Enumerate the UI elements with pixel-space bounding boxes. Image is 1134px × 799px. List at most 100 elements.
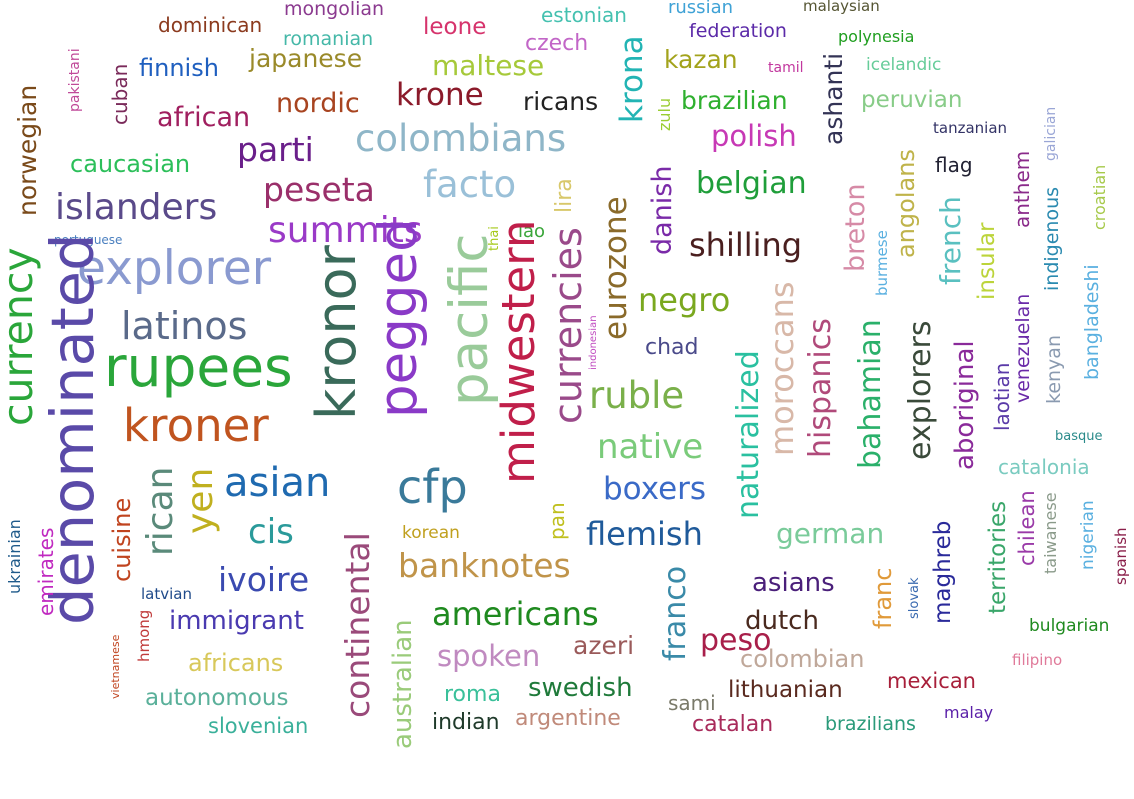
cloud-word: tanzanian [933, 119, 1008, 137]
cloud-word: aboriginal [950, 340, 980, 470]
cloud-word: latinos [121, 304, 248, 348]
cloud-word: venezuelan [1012, 293, 1034, 403]
cloud-word: nigerian [1078, 500, 1098, 570]
cloud-word: flag [935, 153, 973, 177]
cloud-word: czech [525, 31, 589, 56]
cloud-word: lira [552, 178, 577, 213]
cloud-word: yen [180, 467, 221, 534]
cloud-word: peseta [263, 170, 375, 209]
cloud-word: americans [432, 595, 599, 633]
cloud-word: pan [545, 502, 569, 540]
cloud-word: anthem [1010, 150, 1034, 228]
cloud-word: argentine [515, 706, 621, 731]
cloud-word: islanders [55, 187, 218, 228]
cloud-word: ruble [589, 374, 685, 417]
cloud-word: midwestern [492, 219, 545, 484]
cloud-word: colombians [355, 117, 567, 160]
cloud-word: roma [444, 682, 501, 707]
cloud-word: german [776, 517, 885, 550]
cloud-word: burmese [873, 230, 891, 296]
cloud-word: malay [944, 703, 994, 722]
cloud-word: african [157, 102, 251, 133]
cloud-word: slovenian [208, 714, 309, 738]
cloud-word: indonesian [588, 315, 599, 370]
cloud-word: kenyan [1043, 335, 1065, 404]
cloud-word: explorers [903, 320, 938, 460]
cloud-word: chad [645, 335, 699, 360]
cloud-word: flemish [586, 515, 703, 553]
cloud-word: emirates [34, 527, 58, 616]
cloud-word: rican [140, 466, 181, 556]
cloud-word: polynesia [838, 27, 915, 46]
cloud-word: dominican [158, 13, 263, 37]
cloud-word: leone [423, 14, 487, 40]
cloud-word: boxers [603, 471, 707, 507]
cloud-word: australian [388, 619, 418, 749]
cloud-word: territories [985, 500, 1011, 614]
cloud-word: mexican [887, 669, 976, 693]
cloud-word: colombian [740, 645, 865, 673]
cloud-word: franco [658, 565, 693, 661]
cloud-word: tamil [768, 60, 804, 76]
cloud-word: cis [248, 512, 294, 552]
cloud-word: explorer [77, 241, 272, 296]
cloud-word: mongolian [284, 0, 385, 20]
cloud-word: eurozone [598, 196, 634, 340]
cloud-word: lao [518, 221, 546, 242]
cloud-word: icelandic [866, 55, 942, 75]
cloud-word: currencies [546, 227, 590, 424]
cloud-word: slovak [907, 577, 922, 619]
cloud-word: basque [1055, 429, 1103, 444]
cloud-word: croatian [1090, 164, 1109, 230]
cloud-word: vietnamese [109, 634, 122, 699]
cloud-word: maltese [432, 49, 545, 82]
cloud-word: pakistani [67, 48, 83, 112]
cloud-word: indian [432, 710, 500, 735]
cloud-word: nordic [276, 88, 360, 119]
cloud-word: polish [711, 119, 797, 153]
cloud-word: maghreb [930, 520, 956, 624]
cloud-word: danish [647, 165, 678, 255]
cloud-word: asians [752, 568, 835, 598]
cloud-word: zulu [655, 97, 674, 131]
cloud-word: parti [237, 130, 314, 169]
cloud-word: cfp [397, 460, 468, 514]
cloud-word: latvian [141, 585, 192, 603]
cloud-word: bangladeshi [1081, 264, 1103, 380]
cloud-word: shilling [689, 226, 803, 264]
cloud-word: estonian [541, 3, 627, 27]
cloud-word: filipino [1012, 651, 1063, 669]
cloud-word: peruvian [861, 87, 963, 113]
cloud-word: facto [423, 163, 517, 206]
cloud-word: currency [0, 247, 42, 426]
cloud-word: laotian [990, 362, 1014, 431]
cloud-word: ukrainian [5, 519, 24, 594]
cloud-word: cuban [108, 63, 132, 125]
cloud-word: krona [614, 35, 650, 123]
cloud-word: ricans [523, 87, 599, 116]
cloud-word: native [597, 427, 704, 467]
cloud-word: brazilians [825, 713, 916, 735]
cloud-word: norwegian [13, 84, 42, 216]
cloud-word: romanian [283, 28, 374, 50]
cloud-word: korean [402, 523, 460, 543]
cloud-word: cuisine [108, 497, 136, 582]
cloud-word: autonomous [145, 685, 289, 711]
cloud-word: insular [974, 222, 1000, 300]
cloud-word: moroccans [763, 281, 801, 456]
cloud-word: peso [700, 623, 772, 658]
cloud-word: federation [689, 20, 787, 42]
cloud-word: spanish [1112, 527, 1130, 585]
cloud-word: swedish [528, 673, 633, 703]
cloud-word: french [934, 196, 967, 285]
cloud-word: finnish [139, 54, 219, 82]
cloud-word: hmong [135, 609, 153, 662]
cloud-word: russian [668, 0, 734, 18]
cloud-word: kronor [305, 245, 368, 420]
cloud-word: pegged [368, 218, 429, 418]
cloud-word: kazan [664, 45, 738, 74]
cloud-word: kroner [123, 399, 269, 452]
cloud-word: indigenous [1041, 186, 1063, 291]
cloud-word: asian [224, 460, 331, 506]
